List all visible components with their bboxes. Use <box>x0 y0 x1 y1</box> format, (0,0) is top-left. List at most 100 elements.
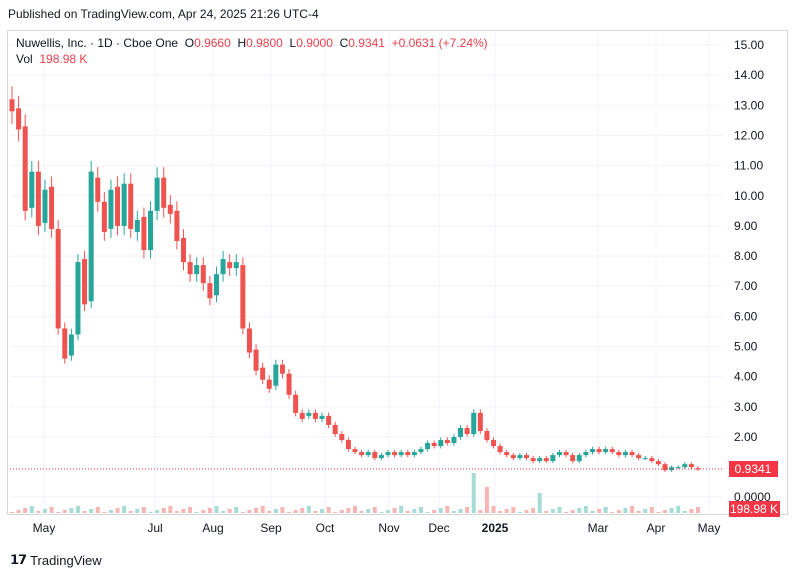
volume-bar <box>49 507 54 513</box>
volume-bar <box>458 509 463 513</box>
volume-bar <box>603 507 608 513</box>
volume-bar <box>583 506 588 513</box>
candle-body <box>662 464 668 471</box>
chart-frame <box>7 30 788 515</box>
close-label: C <box>339 36 349 50</box>
volume-bar <box>517 512 522 513</box>
candle-body <box>576 455 582 462</box>
published-caption: Published on TradingView.com, Apr 24, 20… <box>8 7 319 21</box>
candle-body <box>537 458 543 462</box>
y-tick-label: 2.00 <box>734 430 758 444</box>
candle-body <box>392 452 398 456</box>
candle-body <box>75 262 81 335</box>
volume-bar <box>102 512 107 513</box>
tradingview-logo[interactable]: 𝟭𝟳 TradingView <box>10 552 102 568</box>
candle-body <box>642 458 648 460</box>
volume-bar <box>379 512 384 513</box>
volume-bar <box>696 507 700 513</box>
volume-bar <box>425 512 430 513</box>
candle-body <box>669 467 675 471</box>
candle-body <box>68 334 74 356</box>
volume-bar <box>221 511 226 513</box>
candle-body <box>22 126 28 211</box>
low-value: 0.9000 <box>296 36 333 50</box>
candle-body <box>312 412 318 419</box>
candle-body <box>181 237 186 263</box>
candle-body <box>431 443 437 447</box>
volume-bar <box>214 506 219 513</box>
volume-bar <box>689 509 694 513</box>
brand-name: TradingView <box>30 552 102 568</box>
volume-bar <box>339 510 344 513</box>
volume-bar <box>36 511 41 513</box>
volume-value: 198.98 K <box>39 52 88 66</box>
y-tick-label: 0.0000 <box>734 490 771 504</box>
volume-label: Vol <box>16 52 33 66</box>
x-tick-label: May <box>33 521 56 535</box>
open-label: O <box>184 36 195 50</box>
volume-bar <box>590 511 595 513</box>
y-tick-label: 11.00 <box>734 159 763 173</box>
volume-bar <box>148 512 153 513</box>
volume-bar <box>465 507 470 513</box>
tradingview-mark-icon: 𝟭𝟳 <box>10 552 27 567</box>
volume-bar <box>432 510 437 513</box>
volume-bar <box>524 510 529 513</box>
volume-bar <box>227 509 232 513</box>
candle-body <box>675 467 681 469</box>
candle-body <box>95 177 101 202</box>
candle-body <box>299 412 305 419</box>
candle-body <box>88 171 94 302</box>
volume-bar <box>570 510 575 513</box>
candle-body <box>411 452 417 456</box>
candle-body <box>148 210 154 251</box>
candle-body <box>16 108 22 130</box>
candle-body <box>227 262 233 269</box>
candle-body <box>108 189 114 229</box>
candle-body <box>477 412 483 431</box>
volume-bar <box>577 508 582 513</box>
candle-body <box>319 415 325 419</box>
candle-body <box>9 99 15 112</box>
volume-badge: 198.98 K <box>730 502 778 516</box>
candle-body <box>609 449 615 453</box>
symbol-name: Nuwellis, Inc. · 1D · Cboe One <box>16 36 179 50</box>
volume-bar <box>10 512 14 513</box>
volume-bar <box>313 511 318 513</box>
volume-badge-bg <box>729 501 780 517</box>
volume-bar <box>62 510 67 513</box>
candle-body <box>115 186 121 226</box>
volume-bar <box>89 509 94 513</box>
volume-bar <box>82 511 87 513</box>
volume-bar <box>234 507 239 513</box>
volume-bar <box>504 509 509 513</box>
candle-body <box>510 455 516 459</box>
volume-bar <box>333 512 338 513</box>
candle-body <box>266 379 272 389</box>
volume-bar <box>372 507 377 513</box>
volume-bar <box>649 507 654 513</box>
volume-bar <box>616 510 621 513</box>
volume-bar <box>399 506 404 513</box>
volume-bar <box>643 509 648 513</box>
y-tick-label: 3.00 <box>734 400 758 414</box>
volume-bar <box>260 506 265 513</box>
candle-body <box>649 458 655 462</box>
open-value: 0.9660 <box>194 36 231 50</box>
volume-bar <box>636 511 641 513</box>
volume-bar <box>478 510 483 513</box>
volume-bar <box>557 507 562 513</box>
candle-body <box>365 452 371 456</box>
candle-body <box>682 464 688 468</box>
candle-body <box>616 452 622 456</box>
candle-body <box>55 228 61 329</box>
x-tick-label: Apr <box>647 521 666 535</box>
volume-bar <box>366 509 371 513</box>
volume-bar <box>42 509 47 513</box>
candle-body <box>425 443 431 450</box>
candle-body <box>42 189 48 223</box>
y-tick-label: 15.00 <box>734 38 764 52</box>
candle-body <box>398 452 404 456</box>
price-badge: 0.9341 <box>735 462 772 476</box>
candle-body <box>128 183 134 229</box>
